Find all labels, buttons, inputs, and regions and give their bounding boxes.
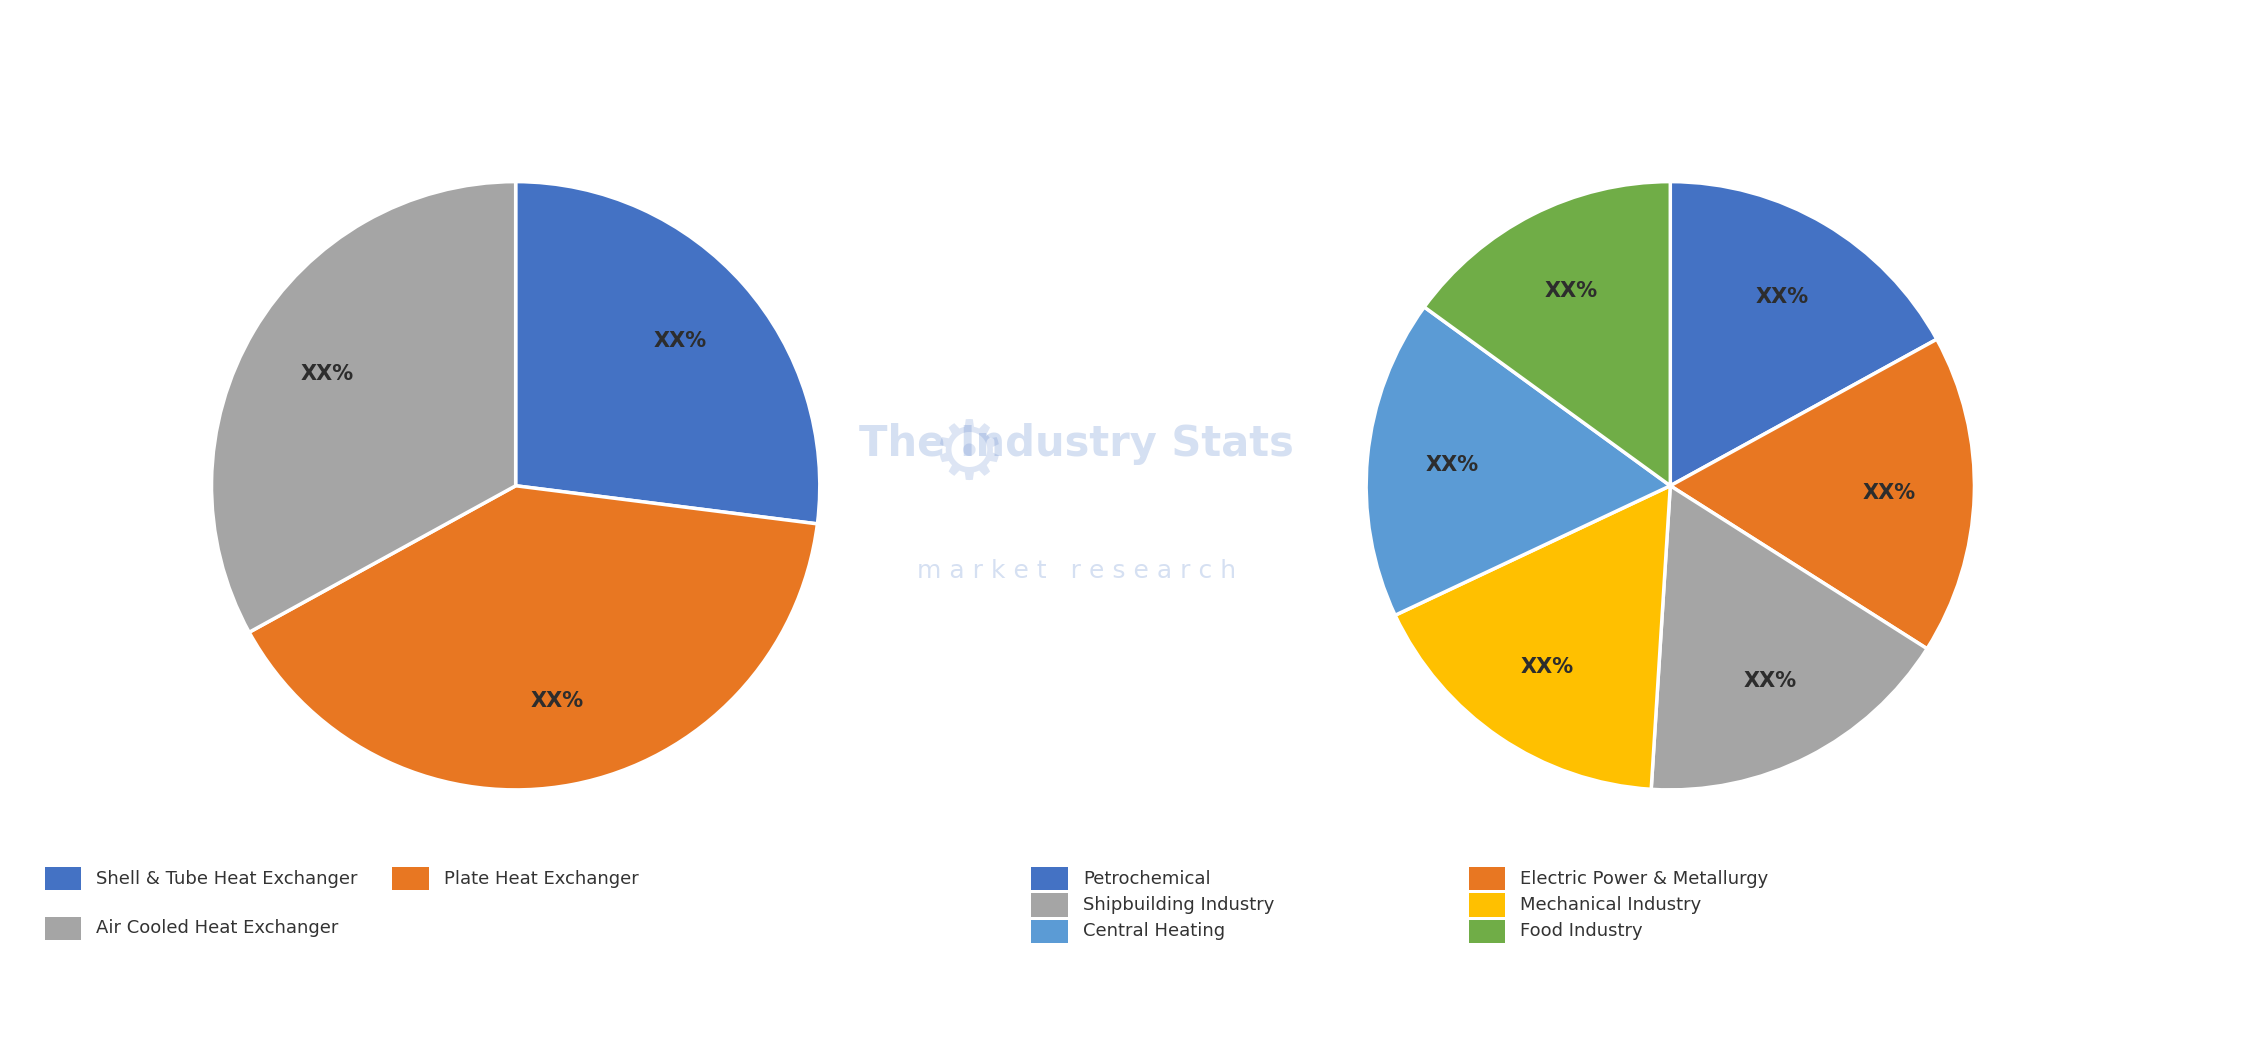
Text: XX%: XX%	[300, 364, 354, 384]
FancyBboxPatch shape	[1031, 893, 1067, 917]
Text: Email: sales@theindustrystats.com: Email: sales@theindustrystats.com	[928, 999, 1314, 1018]
Text: Petrochemical: Petrochemical	[1083, 869, 1211, 888]
Text: Shipbuilding Industry: Shipbuilding Industry	[1083, 895, 1273, 914]
Text: XX%: XX%	[1520, 657, 1574, 677]
FancyBboxPatch shape	[1031, 867, 1067, 890]
Text: m a r k e t   r e s e a r c h: m a r k e t r e s e a r c h	[917, 560, 1235, 583]
Wedge shape	[249, 486, 818, 790]
FancyBboxPatch shape	[1031, 920, 1067, 943]
Wedge shape	[1365, 307, 1670, 616]
Wedge shape	[516, 182, 821, 524]
Text: Fig. Global Metal Heat Exchangers Market Share by Product Types & Application: Fig. Global Metal Heat Exchangers Market…	[27, 43, 1164, 68]
Text: Website: www.theindustrystats.com: Website: www.theindustrystats.com	[1798, 999, 2197, 1018]
Text: Air Cooled Heat Exchanger: Air Cooled Heat Exchanger	[96, 919, 339, 938]
Text: ⚙: ⚙	[930, 415, 1007, 495]
Wedge shape	[211, 182, 516, 633]
FancyBboxPatch shape	[1469, 893, 1504, 917]
FancyBboxPatch shape	[392, 867, 428, 890]
Text: Mechanical Industry: Mechanical Industry	[1520, 895, 1702, 914]
Text: Electric Power & Metallurgy: Electric Power & Metallurgy	[1520, 869, 1769, 888]
Text: XX%: XX%	[1755, 287, 1809, 307]
Text: XX%: XX%	[652, 331, 706, 351]
Wedge shape	[1650, 486, 1928, 790]
Text: XX%: XX%	[1426, 455, 1480, 475]
Text: Food Industry: Food Industry	[1520, 922, 1643, 941]
Text: XX%: XX%	[1863, 483, 1915, 503]
FancyBboxPatch shape	[1469, 867, 1504, 890]
Text: XX%: XX%	[1742, 671, 1796, 691]
Text: Central Heating: Central Heating	[1083, 922, 1224, 941]
FancyBboxPatch shape	[1469, 920, 1504, 943]
Text: Shell & Tube Heat Exchanger: Shell & Tube Heat Exchanger	[96, 869, 359, 888]
Wedge shape	[1670, 182, 1937, 486]
FancyBboxPatch shape	[45, 917, 81, 940]
Wedge shape	[1670, 339, 1975, 648]
Text: XX%: XX%	[1545, 281, 1599, 301]
Wedge shape	[1424, 182, 1670, 486]
FancyBboxPatch shape	[45, 867, 81, 890]
Text: The Industry Stats: The Industry Stats	[859, 422, 1294, 465]
Text: Source: Theindustrystats Analysis: Source: Theindustrystats Analysis	[45, 999, 419, 1018]
Text: XX%: XX%	[529, 691, 583, 711]
Wedge shape	[1395, 486, 1670, 789]
Text: Plate Heat Exchanger: Plate Heat Exchanger	[444, 869, 639, 888]
